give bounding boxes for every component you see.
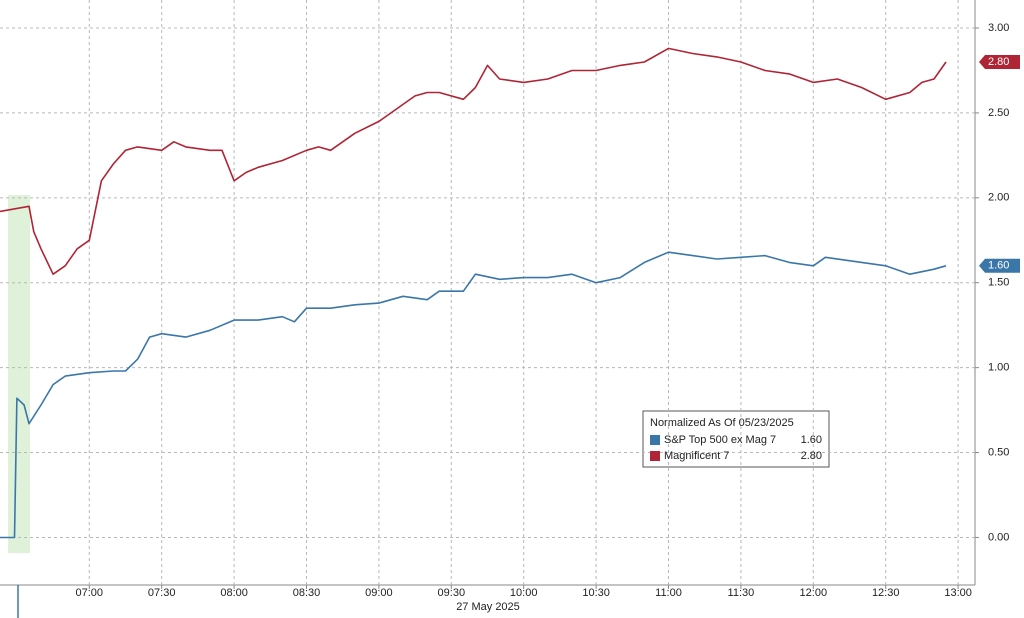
legend-title: Normalized As Of 05/23/2025 [650, 417, 794, 429]
x-tick-label: 09:30 [438, 587, 466, 599]
legend-label: Magnificent 7 [664, 450, 729, 462]
x-tick-label: 12:00 [800, 587, 828, 599]
legend-value: 1.60 [801, 434, 822, 446]
x-tick-label: 11:30 [728, 587, 755, 599]
x-tick-label: 12:30 [872, 587, 900, 599]
last-value-label: 2.80 [988, 56, 1009, 68]
series-line [0, 47, 947, 275]
last-value-label: 1.60 [988, 260, 1009, 272]
y-tick-label: 2.00 [988, 192, 1009, 204]
x-tick-label: 09:00 [365, 587, 393, 599]
y-tick-label: 1.50 [988, 277, 1009, 289]
last-value-tag [979, 258, 1020, 273]
x-axis-label: 27 May 2025 [456, 601, 520, 613]
y-tick-label: 0.50 [988, 446, 1009, 458]
x-tick-label: 08:30 [293, 587, 321, 599]
x-tick-label: 07:00 [76, 587, 104, 599]
x-tick-label: 10:30 [582, 587, 610, 599]
x-tick-label: 08:00 [220, 587, 248, 599]
x-tick-label: 10:00 [510, 587, 538, 599]
y-tick-label: 1.00 [988, 362, 1009, 374]
session-highlight [8, 195, 30, 553]
x-tick-label: 13:00 [944, 587, 972, 599]
legend-swatch [650, 435, 660, 445]
legend-box [642, 410, 830, 468]
legend-value: 2.80 [801, 450, 822, 462]
y-tick-label: 3.00 [988, 22, 1009, 34]
legend: Normalized As Of 05/23/2025 [642, 410, 830, 468]
y-tick-label: 0.00 [988, 531, 1009, 543]
x-tick-label: 07:30 [148, 587, 176, 599]
x-tick-label: 11:00 [655, 587, 682, 599]
series-line [0, 251, 947, 539]
y-tick-label: 2.50 [988, 107, 1009, 119]
last-value-tag [979, 54, 1020, 69]
legend-swatch [650, 451, 660, 461]
legend-label: S&P Top 500 ex Mag 7 [664, 434, 776, 446]
